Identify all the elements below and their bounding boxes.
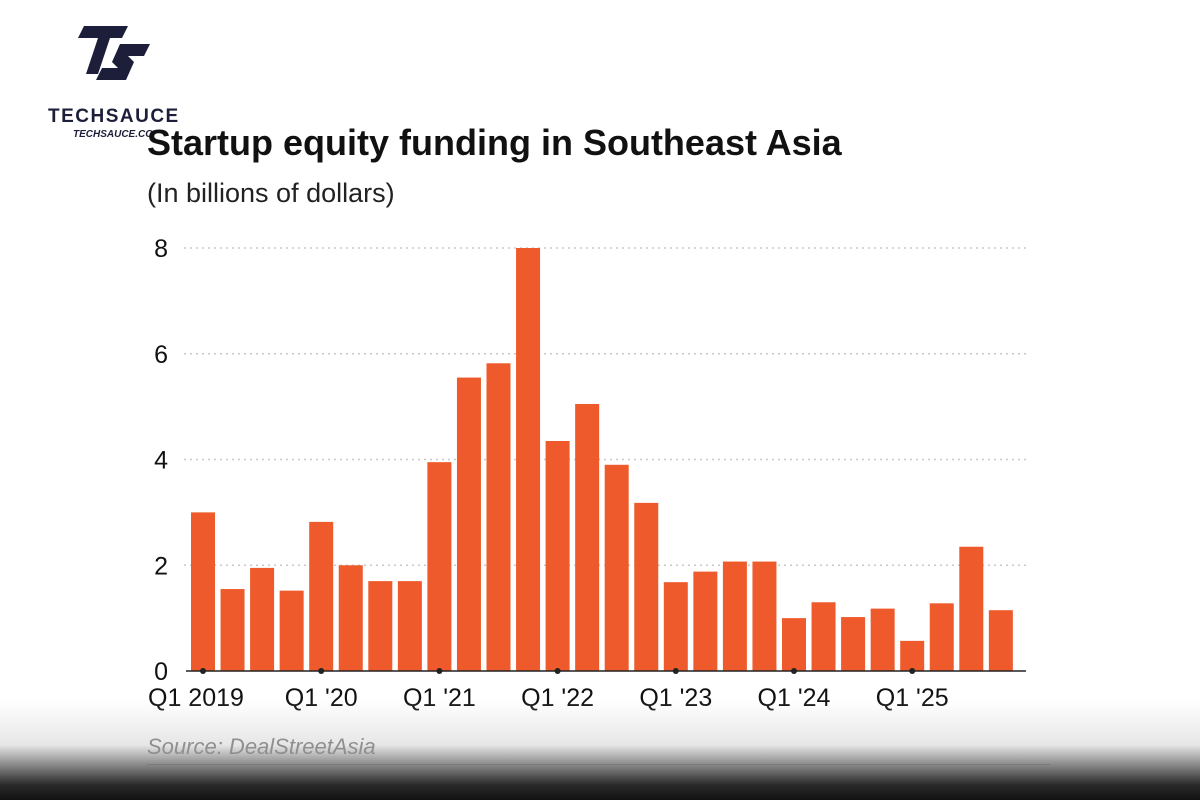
x-tick-mark: [554, 668, 561, 674]
x-tick-label: Q1 2019: [148, 684, 244, 712]
bar: [220, 589, 245, 671]
bar: [870, 608, 895, 671]
x-tick-mark: [436, 668, 443, 674]
bar: [663, 582, 688, 671]
x-tick-mark: [672, 668, 679, 674]
bar: [279, 590, 304, 671]
x-tick-label: Q1 '21: [403, 684, 476, 712]
brand-name: TECHSAUCE: [48, 106, 180, 127]
bar: [634, 502, 659, 671]
x-tick-mark: [791, 668, 797, 674]
bar: [841, 617, 866, 671]
bar: [752, 561, 777, 671]
bar: [338, 565, 363, 671]
bar: [427, 462, 452, 671]
x-tick-label: Q1 '25: [876, 684, 949, 712]
bar: [397, 581, 422, 671]
bar: [988, 610, 1013, 671]
bar: [191, 512, 215, 671]
x-tick-label: Q1 '24: [758, 684, 831, 712]
y-tick-label: 2: [154, 552, 168, 580]
chart-subtitle: (In billions of dollars): [147, 178, 395, 208]
bar: [486, 363, 511, 671]
bar: [929, 603, 954, 671]
chart-title: Startup equity funding in Southeast Asia: [147, 122, 842, 163]
bar: [545, 440, 570, 671]
bar: [516, 248, 541, 671]
techsauce-logo-icon: [78, 26, 150, 80]
chart-source: Source: DealStreetAsia: [147, 734, 376, 759]
y-tick-label: 4: [154, 447, 168, 475]
bar: [456, 377, 481, 671]
x-tick-mark: [200, 668, 206, 674]
brand-url: TECHSAUCE.CO: [73, 129, 154, 140]
bar: [575, 403, 600, 671]
bar: [811, 602, 836, 671]
bar: [368, 581, 393, 671]
x-tick-label: Q1 '23: [639, 684, 712, 712]
source-divider: [147, 764, 1050, 765]
bar: [959, 546, 984, 671]
bar: [309, 521, 334, 671]
x-tick-mark: [318, 668, 325, 674]
y-tick-label: 6: [154, 341, 168, 369]
bar: [722, 561, 747, 671]
y-tick-label: 0: [154, 658, 168, 686]
bar: [693, 571, 718, 671]
x-tick-label: Q1 '20: [285, 684, 358, 712]
x-tick-label: Q1 '22: [521, 684, 594, 712]
bar: [250, 567, 275, 671]
bar: [604, 464, 629, 671]
bar: [900, 640, 925, 671]
brand-logo: TECHSAUCE TECHSAUCE.CO: [44, 22, 194, 142]
bar: [782, 618, 806, 671]
y-tick-label: 8: [154, 235, 168, 263]
x-tick-mark: [909, 668, 916, 674]
